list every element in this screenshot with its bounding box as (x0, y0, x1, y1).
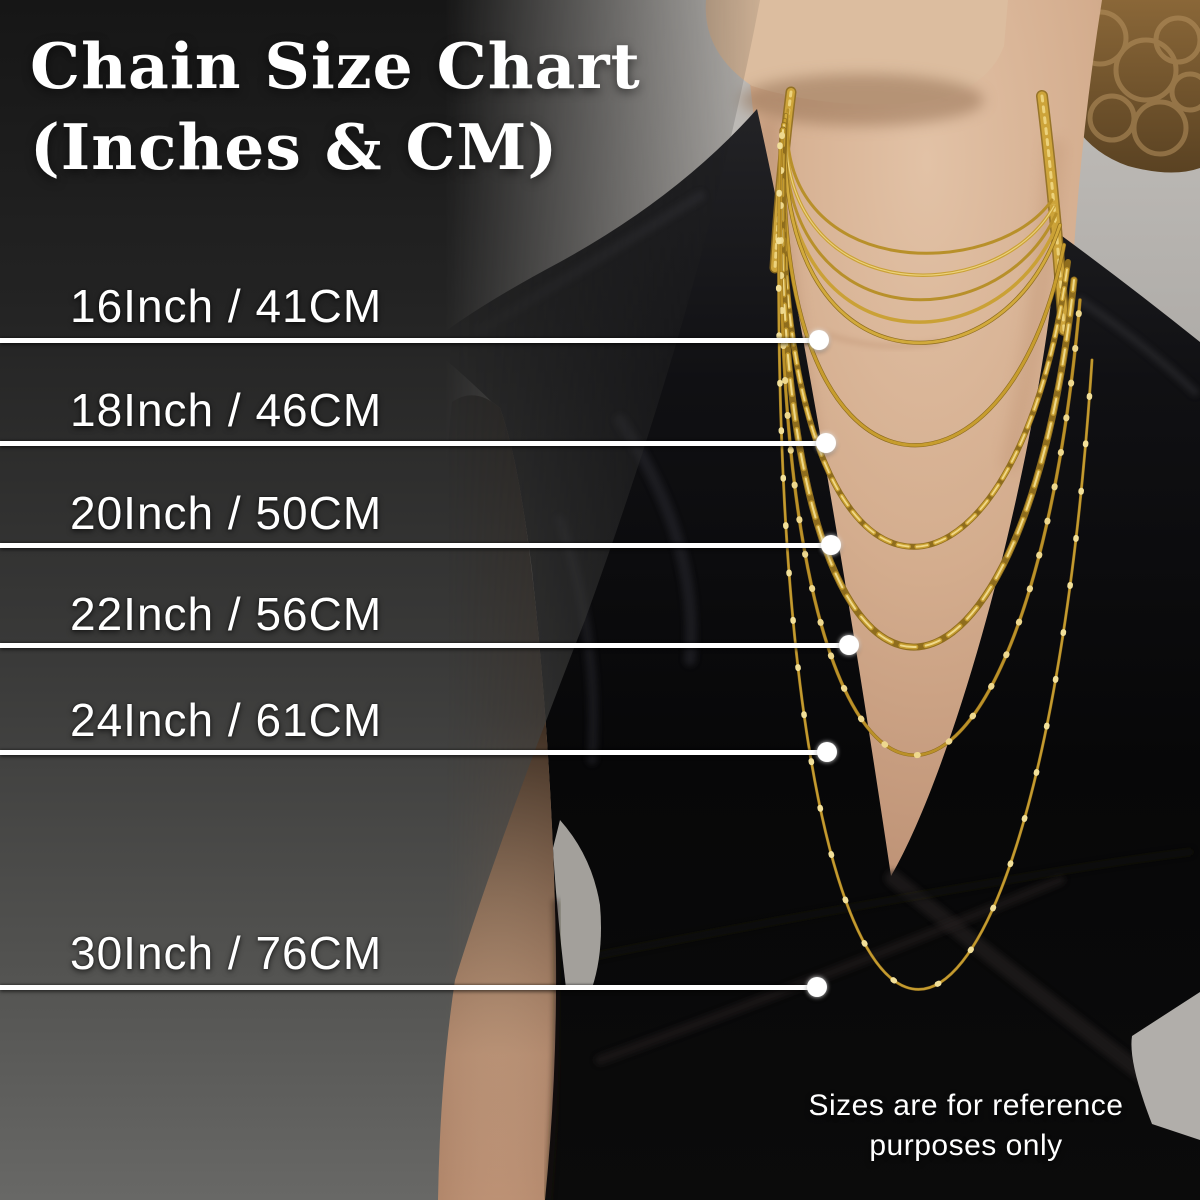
footnote-line-2: purposes only (869, 1128, 1063, 1162)
size-label: 16Inch / 41CM (70, 280, 383, 332)
measure-dot (817, 742, 837, 762)
title-line-2: (Inches & CM) (30, 109, 559, 184)
measure-line (0, 543, 831, 548)
measure-dot (809, 330, 829, 350)
footnote: Sizes are for reference purposes only (746, 1086, 1186, 1165)
measure-dot (839, 635, 859, 655)
size-label: 20Inch / 50CM (70, 487, 383, 539)
chin (705, 0, 1008, 105)
background-wedge (553, 820, 601, 988)
measure-line (0, 750, 827, 755)
background-right-patch (1131, 992, 1200, 1140)
measure-dot (821, 535, 841, 555)
dark-gradient-panel (0, 0, 760, 1200)
measure-line (0, 985, 817, 990)
measure-dot (807, 977, 827, 997)
measure-line (0, 441, 826, 446)
title-line-1: Chain Size Chart (30, 29, 641, 103)
size-label: 22Inch / 56CM (70, 588, 383, 640)
measure-line (0, 643, 849, 648)
size-label: 18Inch / 46CM (70, 384, 383, 436)
footnote-line-1: Sizes are for reference (808, 1089, 1124, 1122)
size-label: 24Inch / 61CM (70, 694, 383, 746)
measure-line (0, 338, 819, 343)
size-label: 30Inch / 76CM (70, 927, 383, 979)
page-title: Chain Size Chart (Inches & CM) (30, 26, 641, 187)
measure-dot (816, 433, 836, 453)
